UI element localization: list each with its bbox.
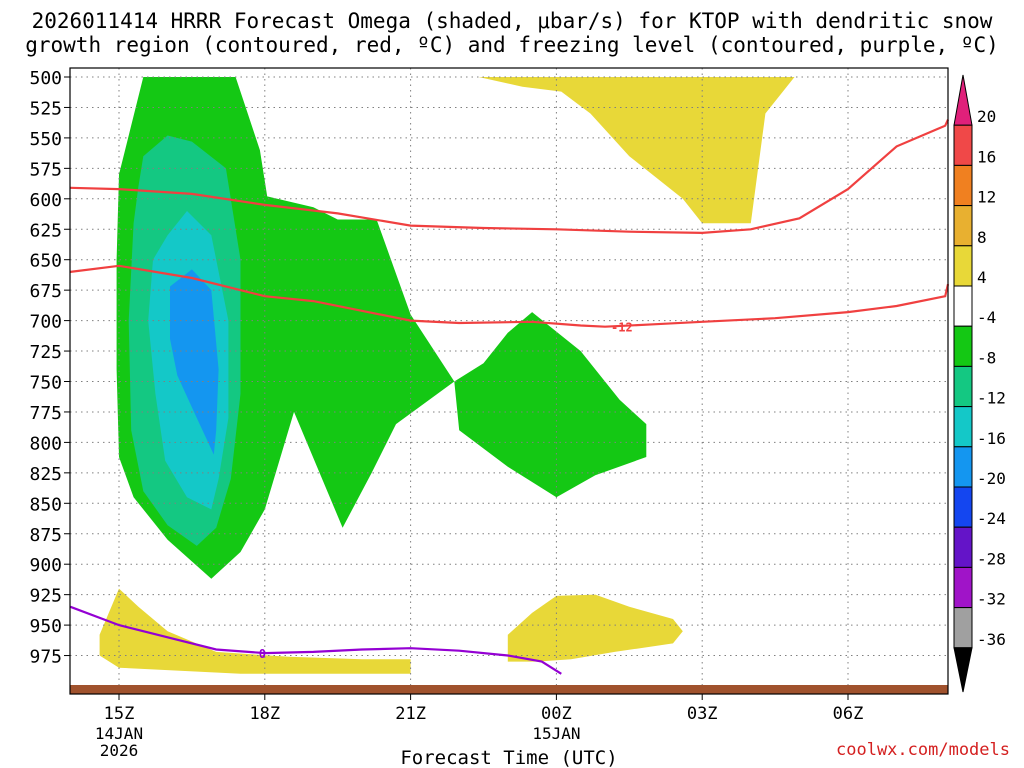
y-tick-label: 750: [29, 373, 62, 394]
x-tick-label: 00Z: [541, 704, 572, 724]
yellow-region-bottom-left: [99, 588, 411, 674]
colorbar-bin: [953, 164, 973, 207]
y-tick-label: 975: [29, 647, 62, 668]
contour-label: -12: [611, 321, 633, 335]
ground-surface: [70, 685, 948, 694]
y-tick-label: 950: [29, 616, 62, 637]
colorbar-bin: [953, 285, 973, 327]
yellow-region-top: [478, 77, 795, 224]
colorbar-label: -20: [977, 469, 1006, 488]
contour-label: 0: [259, 647, 266, 661]
y-tick-label: 550: [29, 129, 62, 150]
colorbar-bin: [953, 325, 973, 367]
colorbar-label: 20: [977, 107, 996, 126]
y-tick-label: 800: [29, 433, 62, 454]
colorbar-label: 12: [977, 188, 996, 207]
colorbar-label: -36: [977, 630, 1006, 649]
y-tick-label: 850: [29, 494, 62, 515]
colorbar-label: 16: [977, 147, 996, 166]
x-tick-label: 15Z: [104, 704, 135, 724]
colorbar-label: -12: [977, 389, 1006, 408]
x-tick-label: 18Z: [249, 704, 280, 724]
colorbar-bin: [953, 526, 973, 568]
colorbar-bin: [953, 245, 973, 287]
x-tick-label: 06Z: [833, 704, 864, 724]
x-tick-sublabel: 2026: [100, 741, 139, 760]
y-tick-label: 575: [29, 159, 62, 180]
contour-line: [70, 119, 949, 235]
y-tick-label: 725: [29, 342, 62, 363]
contour-line: [70, 605, 562, 675]
colorbar-label: -8: [977, 348, 996, 367]
y-tick-label: 500: [29, 68, 62, 89]
colorbar-bin: [953, 124, 973, 166]
y-tick-label: 900: [29, 555, 62, 576]
blue-region: [170, 269, 219, 455]
colorbar-label: 8: [977, 228, 987, 247]
y-tick-label: 700: [29, 312, 62, 333]
x-axis-title: Forecast Time (UTC): [400, 747, 617, 768]
colorbar-label: -4: [977, 308, 996, 327]
colorbar-bin: [953, 607, 973, 649]
colorbar-label: -28: [977, 549, 1006, 568]
y-tick-label: 825: [29, 464, 62, 485]
green-region-east: [454, 312, 647, 498]
contour-layer: -12 0: [70, 119, 950, 675]
x-tick-sublabel: 14JAN: [95, 724, 143, 743]
colorbar-bin: [953, 205, 973, 247]
colorbar-bin: [953, 566, 973, 609]
colorbar-label: -16: [977, 429, 1006, 448]
colorbar-bin: [953, 486, 973, 528]
colorbar-bin: [953, 446, 973, 488]
y-tick-label: 875: [29, 525, 62, 546]
colorbar-bin: [953, 365, 973, 408]
y-tick-label: 925: [29, 586, 62, 607]
y-axis: 500 525 550 575 600 625 650 675 700 725 750 775 800 8…: [29, 68, 70, 668]
y-tick-label: 525: [29, 98, 62, 119]
y-tick-label: 650: [29, 251, 62, 272]
chart-title-line-2: growth region (contoured, red, ºC) and f…: [25, 33, 999, 57]
colorbar-label: -24: [977, 509, 1006, 528]
y-tick-label: 675: [29, 281, 62, 302]
y-tick-label: 600: [29, 190, 62, 211]
x-tick-label: 21Z: [395, 704, 426, 724]
y-tick-label: 625: [29, 220, 62, 241]
chart-title-line-1: 2026011414 HRRR Forecast Omega (shaded, …: [31, 9, 993, 33]
x-tick-sublabel: 15JAN: [532, 724, 580, 743]
yellow-region-bottom-right: [507, 594, 683, 662]
colorbar-label: 4: [977, 268, 987, 287]
y-tick-label: 775: [29, 403, 62, 424]
x-tick-label: 03Z: [687, 704, 718, 724]
colorbar-bin: [953, 647, 973, 693]
watermark: coolwx.com/models: [836, 740, 1010, 760]
colorbar-bin: [953, 74, 973, 126]
grid-layer: [70, 68, 948, 694]
colorbar-bin: [953, 406, 973, 448]
colorbar-label: -32: [977, 590, 1006, 609]
colorbar: 20 16 12 8 4 -4 -8 -12 -16 -20 -24 -28 -32 -36: [953, 74, 1006, 693]
contour-line: [70, 264, 950, 328]
omega-shading-layer: [99, 77, 795, 674]
